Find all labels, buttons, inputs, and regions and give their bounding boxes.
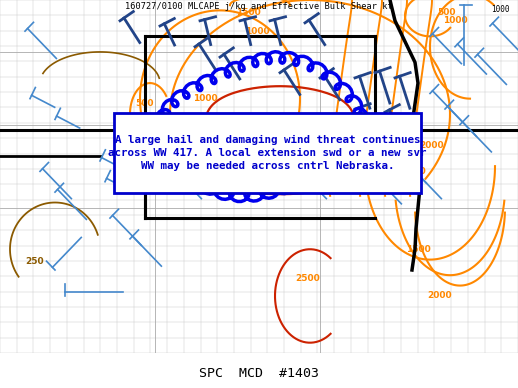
Text: 1500: 1500 bbox=[400, 167, 425, 176]
Text: 2500: 2500 bbox=[272, 136, 297, 145]
Text: 1000: 1000 bbox=[492, 5, 510, 14]
Text: 2000: 2000 bbox=[428, 291, 452, 300]
Text: 250: 250 bbox=[26, 257, 45, 266]
Text: 2000: 2000 bbox=[420, 141, 444, 150]
Text: SPC  MCD  #1403: SPC MCD #1403 bbox=[199, 367, 319, 380]
Text: 500: 500 bbox=[136, 99, 154, 108]
Text: 2500: 2500 bbox=[296, 274, 320, 283]
Text: 1000: 1000 bbox=[193, 94, 218, 103]
Text: 1000: 1000 bbox=[244, 27, 269, 36]
Text: 1000: 1000 bbox=[387, 125, 412, 134]
FancyBboxPatch shape bbox=[114, 113, 421, 193]
Text: 500: 500 bbox=[438, 8, 456, 17]
Text: 1000: 1000 bbox=[443, 16, 467, 25]
Text: 160727/0100 MLCAPE j/kg and Effective Bulk Shear kt: 160727/0100 MLCAPE j/kg and Effective Bu… bbox=[125, 2, 393, 11]
Text: A large hail and damaging wind threat continues
across WW 417. A local extension: A large hail and damaging wind threat co… bbox=[108, 135, 427, 171]
Text: 1500: 1500 bbox=[406, 245, 430, 254]
Text: 1500: 1500 bbox=[236, 8, 261, 17]
Text: 250: 250 bbox=[139, 116, 157, 125]
